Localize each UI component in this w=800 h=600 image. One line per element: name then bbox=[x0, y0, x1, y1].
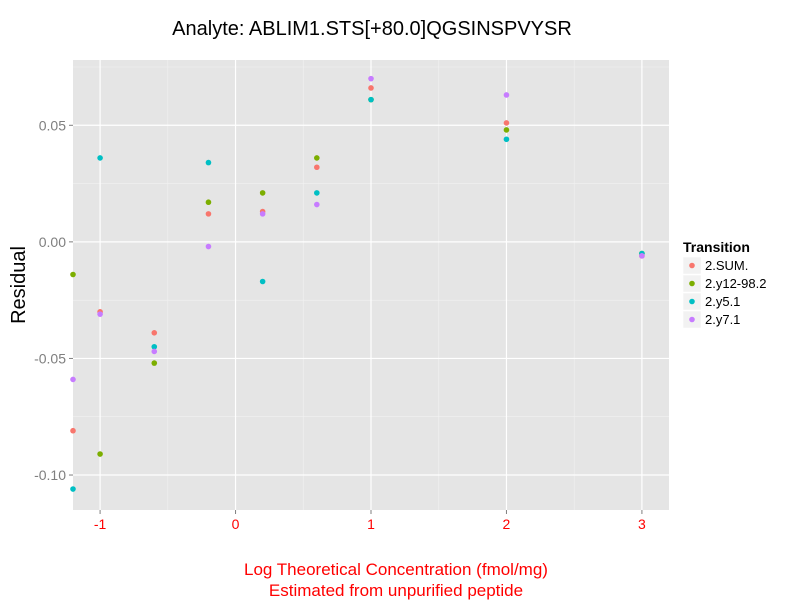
data-point bbox=[151, 329, 158, 336]
data-point bbox=[70, 271, 76, 278]
x-tick-label: 0 bbox=[232, 516, 240, 532]
data-point bbox=[314, 155, 320, 161]
x-axis-ticks: -1 0 1 2 3 bbox=[94, 510, 646, 532]
data-point bbox=[70, 427, 76, 434]
data-point bbox=[205, 243, 212, 250]
data-point bbox=[503, 120, 510, 126]
legend-label: 2.y5.1 bbox=[705, 294, 740, 309]
y-tick-label: -0.05 bbox=[34, 350, 66, 366]
legend-key-point bbox=[689, 316, 695, 323]
data-point bbox=[70, 486, 76, 492]
x-axis-title-line: Estimated from unpurified peptide bbox=[269, 581, 523, 600]
x-axis-title: Log Theoretical Concentration (fmol/mg) E… bbox=[244, 560, 548, 600]
data-point bbox=[503, 136, 510, 143]
chart-title: Analyte: ABLIM1.STS[+80.0]QGSINSPVYSR bbox=[172, 18, 572, 40]
data-point bbox=[151, 360, 158, 366]
legend-label: 2.y7.1 bbox=[705, 312, 740, 327]
legend-label: 2.SUM. bbox=[705, 258, 748, 273]
legend-key-point bbox=[689, 280, 695, 287]
x-tick-label: 2 bbox=[503, 516, 511, 532]
data-points bbox=[70, 75, 645, 492]
grid-major bbox=[73, 60, 669, 510]
data-point bbox=[151, 343, 158, 350]
data-point bbox=[205, 211, 212, 217]
data-point bbox=[205, 199, 212, 206]
data-point bbox=[639, 253, 645, 259]
data-point bbox=[503, 92, 510, 98]
y-axis-ticks: -0.10 -0.05 0.00 0.05 bbox=[34, 117, 73, 483]
data-point bbox=[368, 85, 374, 91]
legend: Transition 2.SUM. 2.y12-98.2 2.y5.1 2.y7.1 bbox=[682, 239, 766, 329]
x-tick-label: -1 bbox=[94, 516, 107, 532]
data-point bbox=[503, 127, 510, 133]
data-point bbox=[368, 96, 374, 103]
legend-label: 2.y12-98.2 bbox=[705, 276, 766, 291]
x-tick-label: 1 bbox=[367, 516, 375, 532]
data-point bbox=[205, 159, 212, 166]
x-axis-title-line: Log Theoretical Concentration (fmol/mg) bbox=[244, 560, 548, 579]
data-point bbox=[259, 211, 266, 217]
y-tick-label: 0.00 bbox=[39, 234, 66, 250]
legend-key-point bbox=[689, 298, 695, 305]
data-point bbox=[97, 155, 103, 161]
y-axis-title: Residual bbox=[8, 246, 30, 324]
data-point bbox=[97, 311, 103, 317]
y-tick-label: -0.10 bbox=[34, 467, 66, 483]
data-point bbox=[314, 190, 320, 196]
data-point bbox=[151, 348, 158, 355]
data-point bbox=[314, 164, 320, 171]
y-tick-label: 0.05 bbox=[39, 117, 66, 133]
legend-key-point bbox=[689, 262, 695, 269]
x-tick-label: 3 bbox=[638, 516, 646, 532]
data-point bbox=[259, 278, 266, 285]
data-point bbox=[314, 201, 320, 208]
data-point bbox=[259, 190, 266, 196]
data-point bbox=[70, 376, 76, 383]
data-point bbox=[97, 451, 103, 457]
legend-title: Transition bbox=[683, 239, 750, 255]
data-point bbox=[368, 75, 374, 82]
